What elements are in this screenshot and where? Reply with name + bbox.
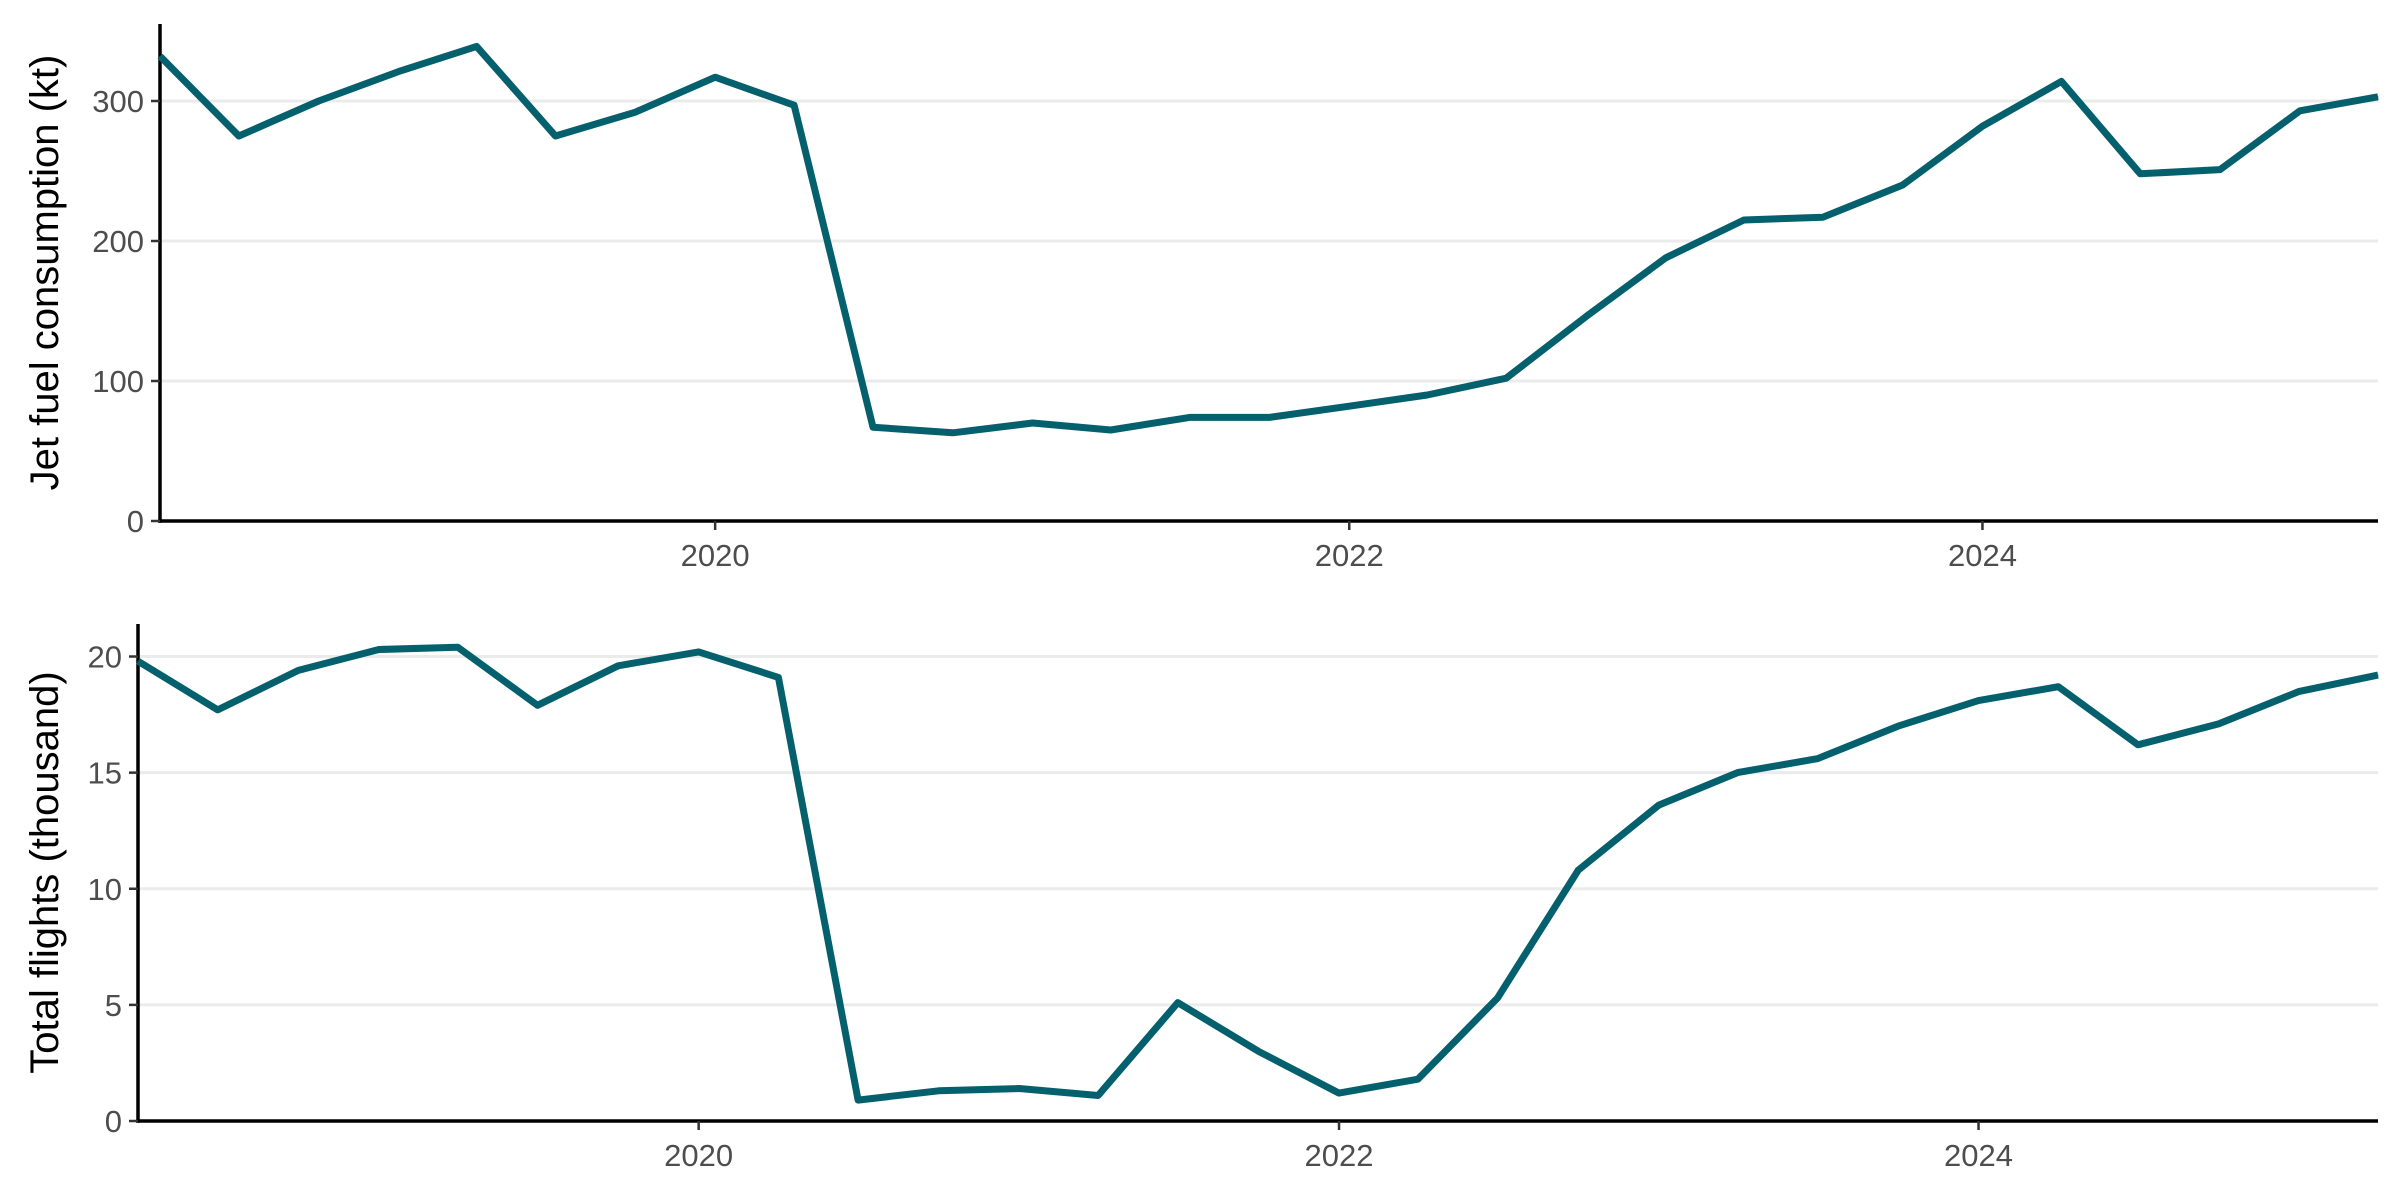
data-point	[777, 676, 779, 678]
data-point	[872, 426, 874, 428]
y-tick-label: 5	[105, 988, 122, 1023]
data-point	[1585, 316, 1587, 318]
y-axis-title: Total flights (thousand)	[23, 671, 67, 1073]
data-point	[1417, 1078, 1419, 1080]
data-point	[297, 669, 299, 671]
y-tick-label: 20	[88, 640, 122, 675]
y-axis-title: Jet fuel consumption (kt)	[23, 55, 67, 491]
data-point	[1348, 405, 1350, 407]
data-point	[1822, 216, 1824, 218]
data-point	[1426, 394, 1428, 396]
data-point	[1978, 700, 1979, 702]
data-point	[2057, 686, 2059, 688]
x-tick-label: 2022	[1305, 1138, 1374, 1173]
data-point	[1505, 377, 1507, 379]
data-point	[1902, 184, 1904, 186]
data-point	[2137, 744, 2139, 746]
y-tick-label: 15	[88, 756, 122, 791]
data-point	[238, 135, 240, 137]
data-point	[1897, 725, 1899, 727]
data-point	[1982, 125, 1983, 127]
x-tick-label: 2024	[1948, 538, 2017, 573]
data-point	[1177, 1002, 1179, 1004]
data-point	[617, 665, 619, 667]
data-point	[1665, 257, 1667, 259]
data-point	[2298, 690, 2300, 692]
data-point	[2377, 96, 2379, 98]
data-point	[634, 111, 636, 113]
data-point	[1032, 422, 1034, 424]
data-point	[457, 646, 459, 648]
data-point	[1497, 997, 1499, 999]
data-point	[1268, 416, 1270, 418]
data-point	[555, 135, 556, 137]
data-point	[938, 1090, 940, 1092]
data-point	[2139, 173, 2141, 175]
data-point	[1577, 869, 1579, 871]
data-point	[537, 704, 538, 706]
data-point	[1097, 1095, 1099, 1096]
x-tick-label: 2020	[681, 538, 750, 573]
data-point	[1816, 758, 1818, 760]
x-tick-label: 2020	[664, 1138, 733, 1173]
data-point	[378, 649, 380, 650]
y-tick-label: 0	[105, 1104, 122, 1139]
data-point	[137, 660, 139, 662]
data-point	[952, 432, 954, 434]
data-point	[1189, 416, 1191, 418]
y-tick-label: 0	[127, 504, 144, 539]
data-point	[2299, 110, 2301, 112]
data-point	[2377, 674, 2379, 676]
data-point	[476, 45, 478, 47]
data-point	[1338, 1092, 1340, 1094]
y-tick-label: 200	[92, 224, 144, 259]
data-point	[857, 1099, 859, 1101]
data-point	[793, 104, 795, 106]
data-point	[1257, 1050, 1259, 1052]
data-point	[1737, 772, 1739, 774]
data-point	[2218, 723, 2220, 725]
data-point	[714, 76, 716, 78]
y-tick-label: 300	[92, 84, 144, 119]
x-tick-label: 2022	[1315, 538, 1384, 573]
data-point	[398, 71, 399, 73]
data-point	[318, 100, 320, 102]
data-point	[698, 651, 700, 653]
data-point	[2060, 80, 2062, 82]
x-tick-label: 2024	[1944, 1138, 2013, 1173]
data-point	[217, 709, 219, 711]
y-tick-label: 100	[92, 364, 144, 399]
data-point	[1018, 1088, 1020, 1089]
data-point	[1658, 804, 1660, 806]
y-tick-label: 10	[88, 872, 122, 907]
fuel-consumption-panel: 0 100 200 300 2020 2022 2024 Jet fuel consumpti…	[23, 24, 2379, 573]
data-point	[2219, 169, 2221, 171]
data-point	[1110, 429, 1112, 431]
data-point	[159, 55, 161, 57]
data-point	[1743, 219, 1745, 221]
series-line	[136, 643, 2379, 1104]
